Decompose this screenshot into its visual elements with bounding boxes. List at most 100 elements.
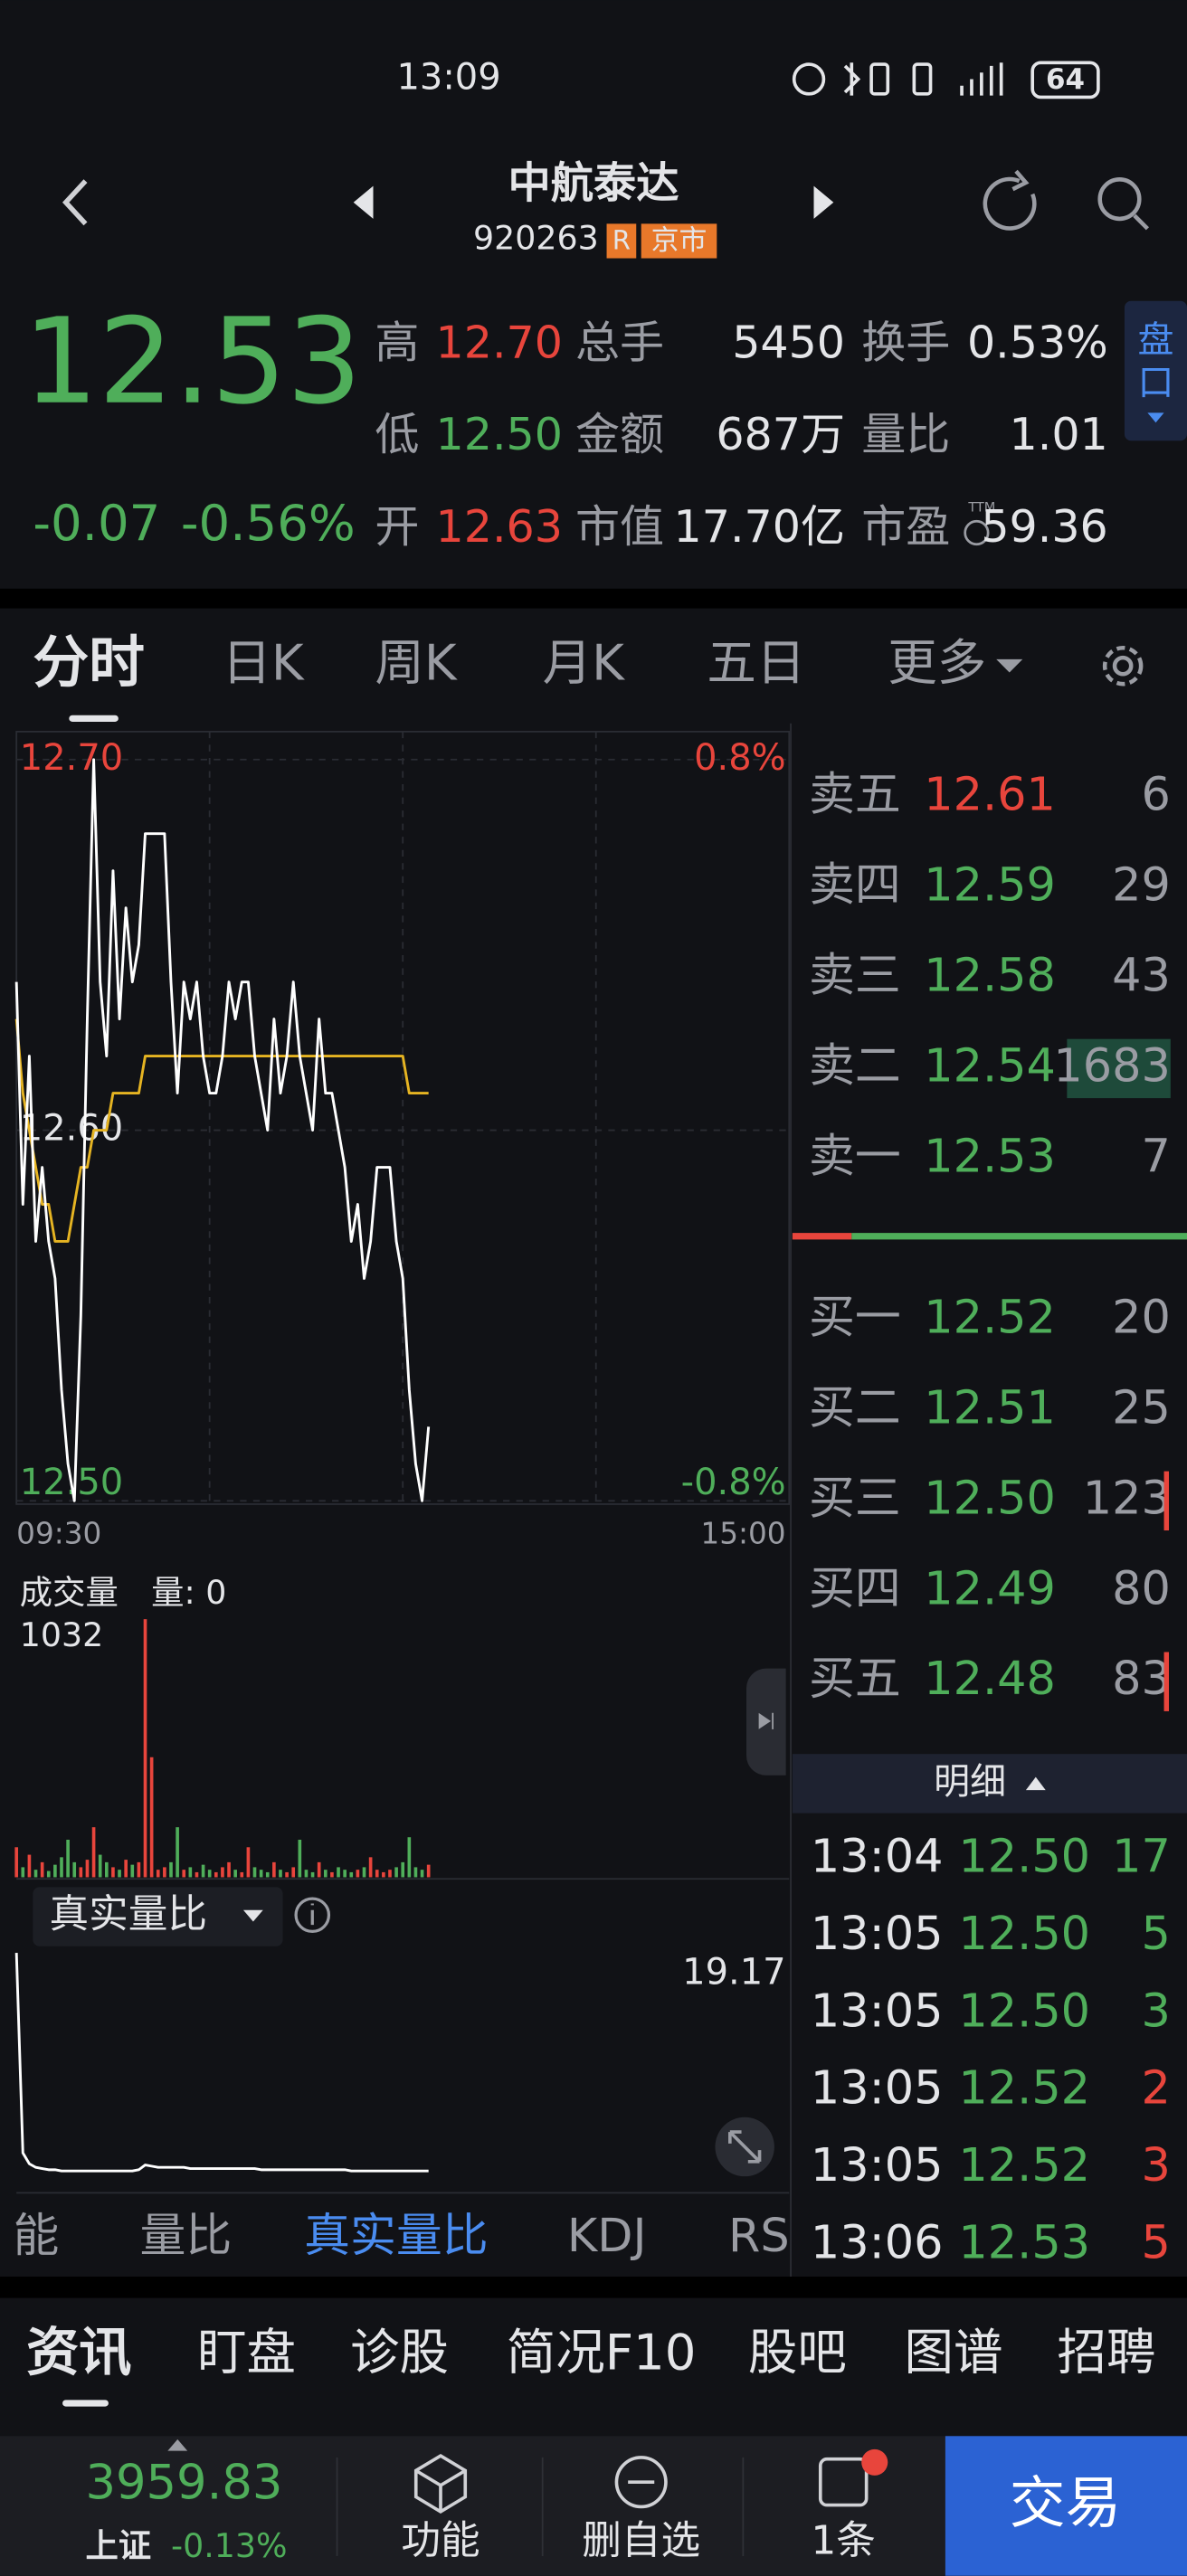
book-label: 买四 — [809, 1561, 901, 1615]
y-tick-label: 12.70 — [20, 737, 123, 779]
indicator-tab[interactable]: KDJ — [567, 2209, 647, 2262]
footer-button[interactable]: 1条 — [812, 2518, 876, 2563]
trade-time: 13:05 — [811, 1984, 944, 2037]
index-value[interactable]: 3959.83 — [85, 2455, 282, 2510]
trade-time: 13:05 — [811, 1907, 944, 1960]
indicator-select[interactable] — [33, 1887, 283, 1946]
volume-bar — [259, 1870, 263, 1878]
trade-time: 13:05 — [811, 2138, 944, 2192]
book-qty: 25 — [1112, 1380, 1171, 1434]
bottom-tab[interactable]: 图谱 — [904, 2323, 1002, 2381]
volume-bar — [201, 1864, 205, 1878]
volume-bar — [233, 1870, 237, 1878]
line-series — [14, 1953, 429, 2173]
volume-bar — [46, 1870, 51, 1878]
trades-arrow — [1025, 1776, 1046, 1791]
book-price: 12.59 — [924, 858, 1056, 912]
stat-label: 低 — [375, 408, 419, 460]
trades-header[interactable] — [792, 1754, 1187, 1814]
badge-dot — [861, 2448, 888, 2476]
prev-stock[interactable] — [353, 185, 374, 219]
book-label: 买五 — [809, 1652, 901, 1705]
badge-bg — [641, 223, 717, 259]
volume-bar — [304, 1870, 309, 1878]
badge-market: 京市 — [651, 224, 707, 257]
volume-bar — [79, 1867, 83, 1878]
trade-time: 13:06 — [811, 2216, 944, 2269]
tab[interactable]: 月K — [543, 633, 626, 691]
indicator-tab[interactable]: 量比 — [139, 2209, 232, 2262]
volume-bar — [137, 1861, 141, 1878]
y2-tick-label: -0.8% — [681, 1462, 786, 1503]
footer-button[interactable]: 删自选 — [582, 2518, 700, 2563]
info-icon[interactable] — [294, 1897, 331, 1934]
indicator-tab[interactable]: 能 — [14, 2209, 60, 2262]
bottom-tab[interactable]: 诊股 — [350, 2323, 449, 2381]
volume-bar — [323, 1870, 328, 1878]
book-price: 12.61 — [924, 768, 1056, 821]
bottom-tab-active[interactable]: 资讯 — [26, 2321, 131, 2382]
tab[interactable]: 五日 — [707, 633, 805, 691]
book-price: 12.51 — [924, 1380, 1056, 1434]
indicator-title: 真实量比 — [50, 1892, 207, 1937]
volume-bar — [362, 1867, 366, 1878]
next-stock[interactable] — [813, 185, 834, 219]
volume-bar — [240, 1871, 244, 1878]
trade-qty: 5 — [1141, 2216, 1170, 2269]
tab[interactable]: 日K — [222, 633, 305, 691]
indicator-tab[interactable]: RS — [728, 2209, 790, 2262]
book-divider-green — [851, 1233, 1187, 1240]
bottom-tab[interactable]: 盯盘 — [197, 2323, 296, 2381]
ttm-icon — [964, 519, 990, 546]
volume-bar — [33, 1870, 38, 1878]
footer-button[interactable]: 功能 — [401, 2518, 480, 2563]
volume-bar — [265, 1871, 270, 1878]
volume-bar — [130, 1864, 135, 1878]
volume-bar — [291, 1867, 296, 1878]
book-price: 12.48 — [924, 1652, 1056, 1705]
stat-value: 687万 — [716, 408, 845, 460]
search-button[interactable] — [1097, 177, 1149, 231]
bottom-tab[interactable]: 股吧 — [748, 2323, 847, 2381]
tab[interactable]: 更多 — [888, 633, 986, 691]
y2-tick-label: 0.8% — [694, 737, 786, 779]
volume-bar — [382, 1871, 385, 1878]
volume-bar — [330, 1871, 334, 1878]
volume-bar — [310, 1871, 315, 1878]
expand-button[interactable] — [715, 2117, 774, 2177]
volume-bar — [182, 1870, 186, 1878]
volume-bar — [207, 1870, 212, 1878]
settings-button[interactable] — [1102, 645, 1144, 687]
trade-button[interactable] — [945, 2436, 1187, 2576]
book-qty: 6 — [1141, 768, 1170, 821]
stat-value: 17.70亿 — [674, 500, 845, 553]
book-label: 买一 — [809, 1290, 901, 1343]
volume-subtitle: 量: 0 — [151, 1573, 226, 1612]
trade-price: 12.52 — [958, 2061, 1090, 2115]
tab-active[interactable]: 分时 — [33, 630, 145, 695]
back-button[interactable] — [62, 179, 88, 226]
indicator-arrow — [242, 1909, 263, 1922]
stat-label: 换手 — [861, 316, 950, 368]
volume-bar — [279, 1870, 282, 1878]
bottom-tab[interactable]: 简况F10 — [507, 2323, 697, 2381]
volume-bar — [337, 1867, 340, 1878]
indicator-tab-active[interactable]: 真实量比 — [304, 2209, 489, 2262]
volume-bar — [298, 1839, 302, 1878]
trades: 13:04 12.50 17 13:05 12.50 5 13:05 12.50 3 13:05 1… — [811, 1829, 1171, 2268]
trade-time: 13:05 — [811, 2061, 944, 2115]
stat-value: 59.36 — [981, 500, 1107, 553]
stat-label: 量比 — [861, 408, 950, 460]
volume-bar — [40, 1861, 44, 1878]
side-tab[interactable] — [1124, 300, 1187, 441]
trade-qty: 3 — [1141, 1984, 1170, 2037]
tab[interactable]: 周K — [375, 633, 458, 691]
volume-bar — [426, 1864, 431, 1878]
stat-label: 高 — [375, 316, 419, 368]
trade-price: 12.53 — [958, 2216, 1090, 2269]
volume-bar — [317, 1861, 321, 1878]
bottom-tab[interactable]: 招聘 — [1057, 2323, 1155, 2381]
volume-bar — [21, 1867, 25, 1878]
refresh-button[interactable] — [983, 169, 1037, 231]
volume-bar — [104, 1861, 109, 1878]
